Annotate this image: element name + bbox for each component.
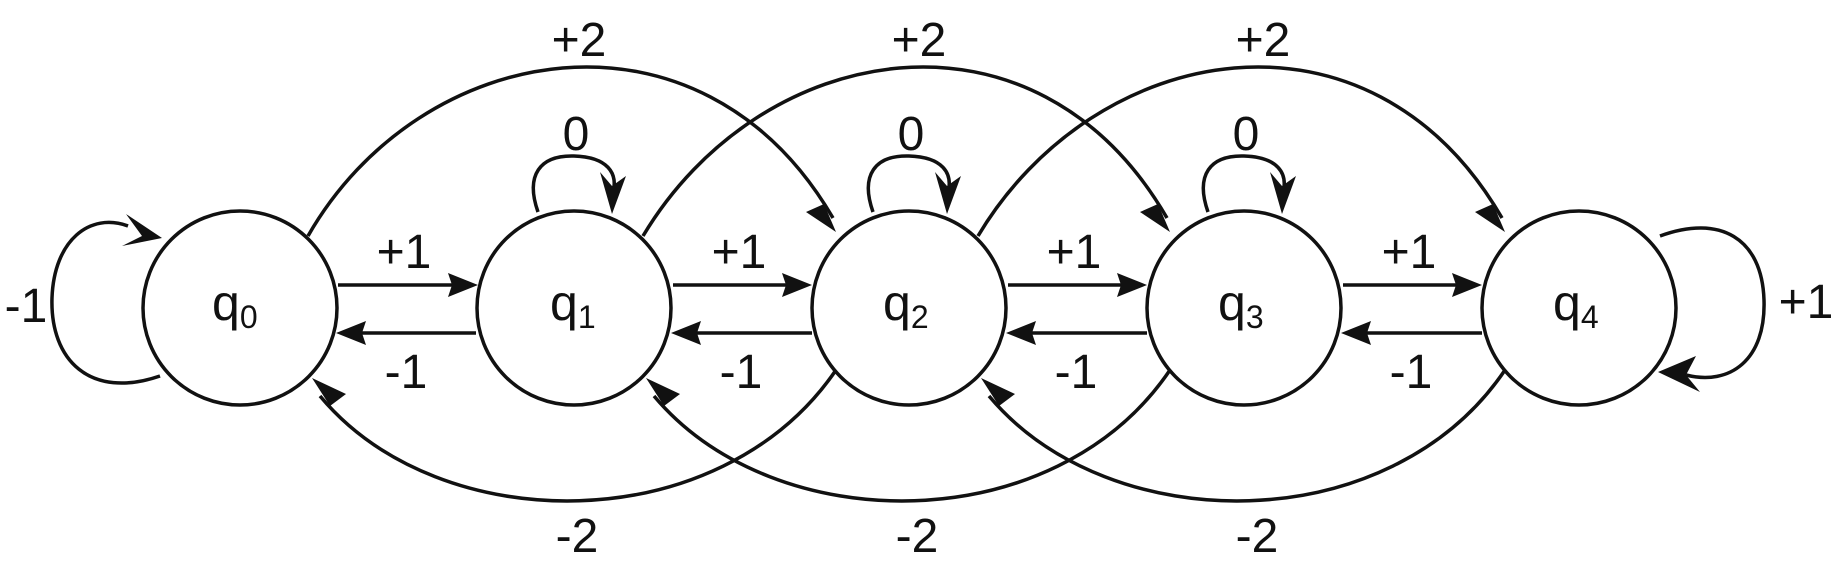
arrowhead-q2-q4 [1475, 204, 1505, 232]
label-self-q1: 0 [563, 108, 590, 161]
label-q1-q0: -1 [385, 346, 428, 399]
arrowhead-q0-q1 [448, 273, 478, 297]
arrowhead-q4-q2 [981, 378, 1015, 406]
label-q3-q4: +1 [1382, 226, 1437, 279]
state-q3: q3 [1145, 209, 1343, 407]
edge-q4-q2 [987, 369, 1507, 503]
arrowhead-self-q2 [935, 172, 961, 214]
state-q1-circle [475, 209, 673, 407]
arrowhead-q2-q1 [671, 321, 701, 345]
label-q2-q4: +2 [1236, 14, 1291, 67]
label-q4-q2: -2 [1236, 510, 1279, 563]
arrowhead-q3-q4 [1452, 273, 1482, 297]
self-loop-q2 [866, 154, 951, 213]
state-q4-label: q4 [1553, 275, 1599, 335]
edge-q2-q0 [318, 369, 838, 503]
label-q1-q2: +1 [712, 226, 767, 279]
label-self-q4: +1 [1779, 276, 1834, 329]
arrowhead-q2-q3 [1117, 273, 1147, 297]
label-self-q3: 0 [1233, 108, 1260, 161]
label-q3-q1: -2 [896, 510, 939, 563]
self-loop-q0 [50, 220, 161, 385]
arrowhead-self-q4 [1658, 356, 1700, 392]
arrowhead-q1-q3 [1140, 204, 1170, 232]
label-q0-q2: +2 [552, 14, 607, 67]
arrowhead-q4-q3 [1341, 321, 1371, 345]
self-loop-q3 [1201, 154, 1286, 213]
state-q0-circle [141, 209, 339, 407]
edge-q1-q3 [641, 65, 1169, 237]
arrowhead-q1-q0 [336, 321, 366, 345]
state-q0-label: q0 [212, 275, 258, 335]
edge-q3-q1 [652, 369, 1172, 503]
arrowhead-self-q3 [1270, 172, 1296, 214]
label-q0-q1: +1 [377, 226, 432, 279]
state-q3-circle [1145, 209, 1343, 407]
state-q4: q4 [1480, 209, 1678, 407]
label-self-q2: 0 [898, 108, 925, 161]
arrowhead-q3-q2 [1006, 321, 1036, 345]
state-q1-label: q1 [550, 275, 596, 335]
label-q4-q3: -1 [1390, 346, 1433, 399]
self-loop-q4 [1659, 226, 1766, 380]
self-loop-q1 [531, 154, 616, 213]
label-self-q0: -1 [5, 280, 48, 333]
label-q2-q3: +1 [1047, 226, 1102, 279]
state-q2-circle [810, 209, 1008, 407]
state-q1: q1 [475, 209, 673, 407]
arrowhead-q0-q2 [806, 204, 836, 232]
label-q2-q1: -1 [720, 346, 763, 399]
arrowhead-q2-q0 [312, 378, 346, 406]
state-q4-circle [1480, 209, 1678, 407]
edge-q2-q4 [976, 65, 1504, 237]
arrowhead-self-q1 [600, 172, 626, 214]
label-q2-q0: -2 [556, 510, 599, 563]
arrowhead-q3-q1 [646, 378, 680, 406]
state-q0: q0 [141, 209, 339, 407]
arrowhead-self-q0 [122, 214, 162, 246]
state-q2-label: q2 [883, 275, 929, 335]
label-q3-q2: -1 [1055, 346, 1098, 399]
state-q2: q2 [810, 209, 1008, 407]
arrowhead-q1-q2 [782, 273, 812, 297]
edge-q0-q2 [306, 65, 835, 237]
label-q1-q3: +2 [892, 14, 947, 67]
state-q3-label: q3 [1218, 275, 1264, 335]
